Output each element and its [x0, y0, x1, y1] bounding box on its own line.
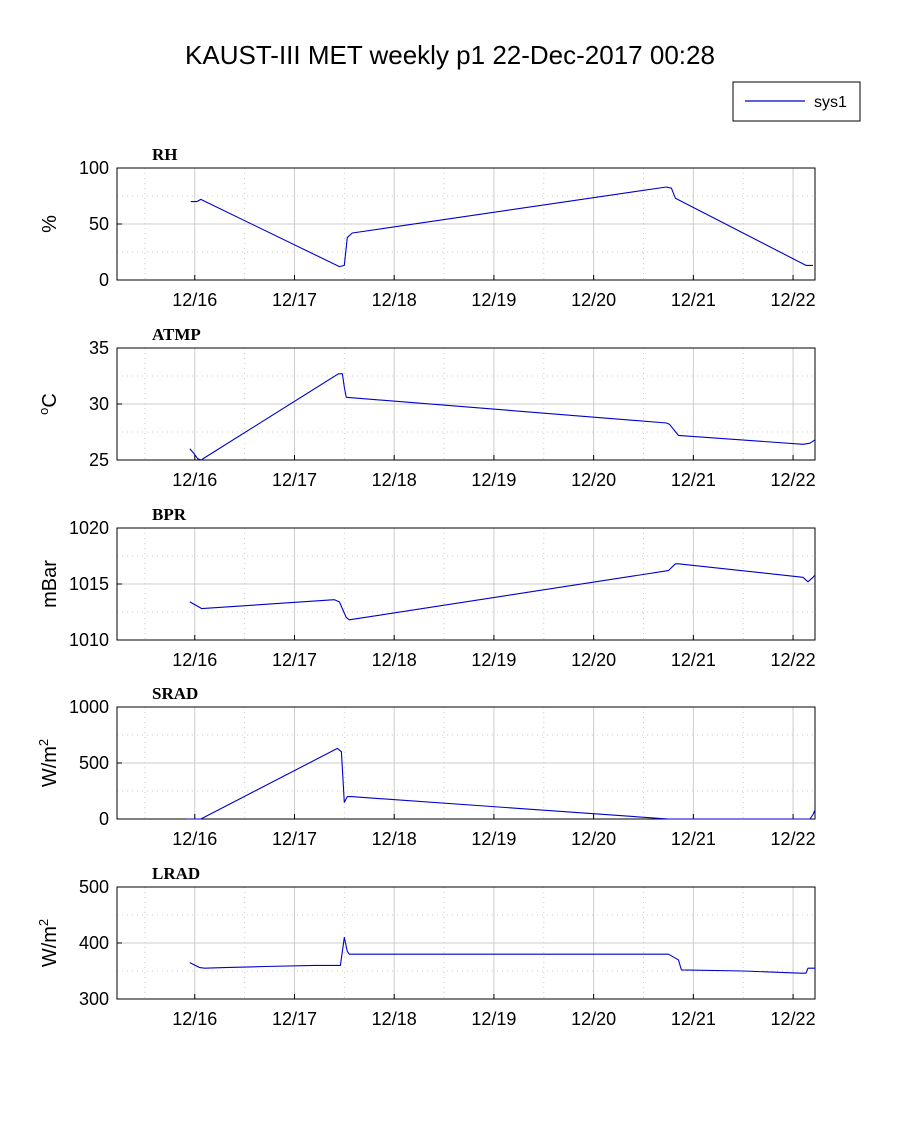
series-line-sys1-srad — [186, 747, 816, 820]
xtick-label: 12/21 — [671, 650, 716, 670]
xtick-label: 12/21 — [671, 1009, 716, 1029]
ytick-label: 30 — [89, 394, 109, 414]
ytick-label: 0 — [99, 809, 109, 829]
panel-bpr: 1010 1015 1020 12/16 12/17 12/18 12/19 12/20 12/… — [39, 505, 816, 670]
ylabel-atmp: oC — [36, 393, 61, 415]
figure-title: KAUST-III MET weekly p1 22-Dec-2017 00:2… — [185, 40, 715, 70]
xtick-label: 12/17 — [272, 650, 317, 670]
xtick-label: 12/16 — [172, 290, 217, 310]
xtick-label: 12/22 — [771, 650, 816, 670]
ylabel-bpr: mBar — [39, 560, 61, 608]
panel-label-srad: SRAD — [152, 684, 198, 703]
xtick-label: 12/18 — [372, 829, 417, 849]
series-line-sys1-atmp — [189, 373, 816, 461]
xtick-label: 12/17 — [272, 1009, 317, 1029]
xtick-label: 12/20 — [571, 470, 616, 490]
xtick-label: 12/22 — [771, 470, 816, 490]
ylabel-rh: % — [39, 215, 61, 233]
ytick-label: 500 — [79, 877, 109, 897]
series-line-sys1-lrad — [189, 936, 815, 974]
ytick-label: 25 — [89, 450, 109, 470]
panel-srad: 0 500 1000 12/16 12/17 12/18 12/19 12/20 12/21 12… — [36, 684, 816, 849]
xtick-label: 12/21 — [671, 829, 716, 849]
xtick-label: 12/16 — [172, 1009, 217, 1029]
ytick-label: 300 — [79, 989, 109, 1009]
panel-label-rh: RH — [152, 145, 178, 164]
xtick-label: 12/16 — [172, 470, 217, 490]
xtick-label: 12/20 — [571, 1009, 616, 1029]
ylabel-srad: W/m2 — [36, 739, 61, 787]
ytick-label: 100 — [79, 158, 109, 178]
panels: 0 50 100 12/16 12/17 12/18 12/19 12/20 12/21 12/2… — [36, 145, 816, 1029]
xtick-label: 12/22 — [771, 290, 816, 310]
panel-label-lrad: LRAD — [152, 864, 200, 883]
ytick-label: 1015 — [69, 574, 109, 594]
xtick-label: 12/18 — [372, 1009, 417, 1029]
ytick-label: 1010 — [69, 630, 109, 650]
xtick-label: 12/22 — [771, 1009, 816, 1029]
panel-atmp: 25 30 35 12/16 12/17 12/18 12/19 12/20 12/21 12/2… — [36, 325, 816, 490]
panel-rh: 0 50 100 12/16 12/17 12/18 12/19 12/20 12/21 12/2… — [39, 145, 816, 310]
ytick-label: 0 — [99, 270, 109, 290]
xtick-label: 12/18 — [372, 290, 417, 310]
ytick-label: 400 — [79, 933, 109, 953]
xtick-label: 12/17 — [272, 290, 317, 310]
ylabel-lrad: W/m2 — [36, 919, 61, 967]
xtick-label: 12/18 — [372, 470, 417, 490]
xtick-label: 12/18 — [372, 650, 417, 670]
series-line-sys1-rh — [190, 186, 813, 268]
xtick-label: 12/19 — [471, 829, 516, 849]
xtick-label: 12/17 — [272, 829, 317, 849]
xtick-label: 12/20 — [571, 290, 616, 310]
legend-label-sys1: sys1 — [814, 94, 847, 111]
panel-label-bpr: BPR — [152, 505, 187, 524]
ytick-label: 35 — [89, 338, 109, 358]
xtick-label: 12/20 — [571, 829, 616, 849]
xtick-label: 12/21 — [671, 290, 716, 310]
xtick-label: 12/16 — [172, 650, 217, 670]
xtick-label: 12/16 — [172, 829, 217, 849]
xtick-label: 12/21 — [671, 470, 716, 490]
xtick-label: 12/19 — [471, 290, 516, 310]
ytick-label: 50 — [89, 214, 109, 234]
xtick-label: 12/17 — [272, 470, 317, 490]
legend: sys1 — [732, 81, 861, 122]
xtick-label: 12/19 — [471, 470, 516, 490]
xtick-label: 12/19 — [471, 650, 516, 670]
series-line-sys1-bpr — [189, 563, 816, 621]
xtick-label: 12/22 — [771, 829, 816, 849]
panel-label-atmp: ATMP — [152, 325, 201, 344]
xtick-label: 12/20 — [571, 650, 616, 670]
panel-lrad: 300 400 500 12/16 12/17 12/18 12/19 12/20 12/21 1… — [36, 864, 816, 1029]
ytick-label: 1000 — [69, 697, 109, 717]
ytick-label: 500 — [79, 753, 109, 773]
xtick-label: 12/19 — [471, 1009, 516, 1029]
ytick-label: 1020 — [69, 518, 109, 538]
